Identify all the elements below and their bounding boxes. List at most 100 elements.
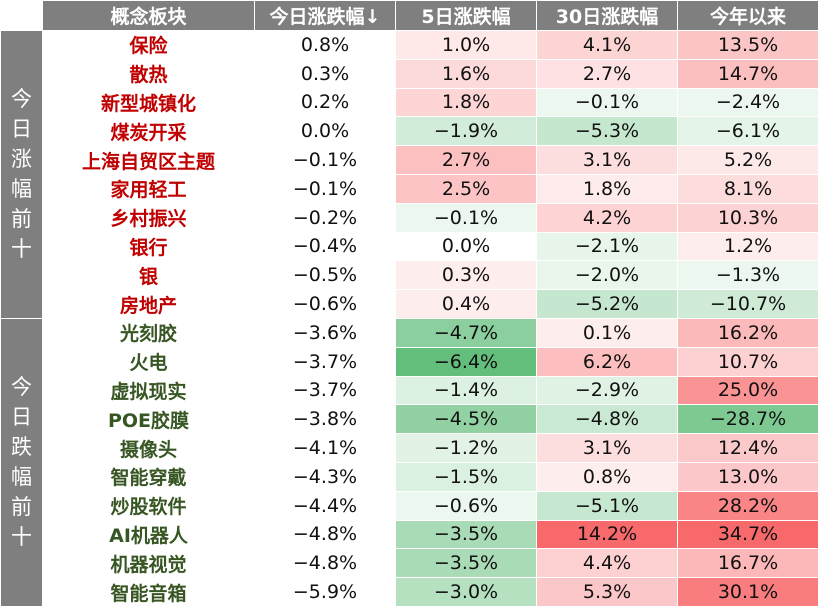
30day-change-cell: −2.1% xyxy=(536,231,678,262)
5day-change-cell: −3.5% xyxy=(395,548,537,579)
5day-change-cell: −3.0% xyxy=(395,577,537,607)
5day-change-cell: −0.1% xyxy=(395,202,537,233)
header-today-change[interactable]: 今日涨跌幅↓ xyxy=(254,0,396,31)
5day-change-cell: −1.4% xyxy=(395,375,537,406)
table-row[interactable]: 机器视觉 −4.8% −3.5% 4.4% 16.7% xyxy=(1,548,819,579)
table-row[interactable]: 家用轻工 −0.1% 2.5% 1.8% 8.1% xyxy=(1,173,819,204)
ytd-change-cell: −1.3% xyxy=(677,260,819,291)
5day-change-cell: −4.5% xyxy=(395,404,537,435)
ytd-change-cell: 16.7% xyxy=(677,548,819,579)
sector-name-cell[interactable]: 家用轻工 xyxy=(42,173,255,204)
today-change-cell: −0.5% xyxy=(254,260,396,291)
today-change-cell: −3.8% xyxy=(254,404,396,435)
table-row[interactable]: POE胶膜 −3.8% −4.5% −4.8% −28.7% xyxy=(1,404,819,435)
30day-change-cell: 1.8% xyxy=(536,173,678,204)
sector-name-cell[interactable]: 智能穿戴 xyxy=(42,461,255,492)
ytd-change-cell: 28.2% xyxy=(677,490,819,521)
5day-change-cell: −6.4% xyxy=(395,346,537,377)
sector-name-cell[interactable]: 煤炭开采 xyxy=(42,116,255,147)
30day-change-cell: 2.7% xyxy=(536,58,678,89)
ytd-change-cell: 10.3% xyxy=(677,202,819,233)
5day-change-cell: 0.4% xyxy=(395,289,537,319)
30day-change-cell: 4.1% xyxy=(536,30,678,60)
5day-change-cell: −0.6% xyxy=(395,490,537,521)
sector-name-cell[interactable]: 上海自贸区主题 xyxy=(42,145,255,175)
30day-change-cell: −4.8% xyxy=(536,404,678,435)
group-label-top-gainers: 今日涨幅前十 xyxy=(0,30,43,319)
header-30day-change[interactable]: 30日涨跌幅 xyxy=(536,0,678,31)
ytd-change-cell: 1.2% xyxy=(677,231,819,262)
ytd-change-cell: −10.7% xyxy=(677,289,819,319)
table-row[interactable]: 炒股软件 −4.4% −0.6% −5.1% 28.2% xyxy=(1,490,819,521)
5day-change-cell: −4.7% xyxy=(395,317,537,348)
ytd-change-cell: 13.0% xyxy=(677,461,819,492)
table-row[interactable]: 煤炭开采 0.0% −1.9% −5.3% −6.1% xyxy=(1,116,819,147)
sector-name-cell[interactable]: 智能音箱 xyxy=(42,577,255,607)
ytd-change-cell: −28.7% xyxy=(677,404,819,435)
sector-name-cell[interactable]: 炒股软件 xyxy=(42,490,255,521)
table-row[interactable]: 火电 −3.7% −6.4% 6.2% 10.7% xyxy=(1,346,819,377)
sector-name-cell[interactable]: 火电 xyxy=(42,346,255,377)
ytd-change-cell: 13.5% xyxy=(677,30,819,60)
table-row[interactable]: 今日跌幅前十 光刻胶 −3.6% −4.7% 0.1% 16.2% xyxy=(0,317,819,607)
5day-change-cell: −1.2% xyxy=(395,433,537,463)
5day-change-cell: 2.7% xyxy=(395,145,537,175)
5day-change-cell: 1.0% xyxy=(395,30,537,60)
today-change-cell: −3.7% xyxy=(254,375,396,406)
today-change-cell: −0.6% xyxy=(254,289,396,319)
table-body: 今日涨幅前十 保险 0.8% 1.0% 4.1% 13.5% 散热 0.3% 1.6% 2.7% 1… xyxy=(0,30,819,607)
30day-change-cell: −2.9% xyxy=(536,375,678,406)
table-row[interactable]: AI机器人 −4.8% −3.5% 14.2% 34.7% xyxy=(1,519,819,550)
table-row[interactable]: 智能穿戴 −4.3% −1.5% 0.8% 13.0% xyxy=(1,461,819,492)
today-change-cell: −4.1% xyxy=(254,433,396,463)
sector-name-cell[interactable]: POE胶膜 xyxy=(42,404,255,435)
sector-name-cell[interactable]: 银 xyxy=(42,260,255,291)
sector-name-cell[interactable]: 虚拟现实 xyxy=(42,375,255,406)
sector-name-cell[interactable]: 新型城镇化 xyxy=(42,87,255,118)
header-sector[interactable]: 概念板块 xyxy=(42,0,255,31)
sector-name-cell[interactable]: AI机器人 xyxy=(42,519,255,550)
table-row[interactable]: 房地产 −0.6% 0.4% −5.2% −10.7% xyxy=(1,289,819,319)
sector-name-cell[interactable]: 保险 xyxy=(42,30,255,60)
30day-change-cell: 0.8% xyxy=(536,461,678,492)
today-change-cell: −3.6% xyxy=(254,317,396,348)
table-row[interactable]: 银行 −0.4% 0.0% −2.1% 1.2% xyxy=(1,231,819,262)
sector-name-cell[interactable]: 机器视觉 xyxy=(42,548,255,579)
sector-name-cell[interactable]: 乡村振兴 xyxy=(42,202,255,233)
30day-change-cell: −0.1% xyxy=(536,87,678,118)
today-change-cell: −0.1% xyxy=(254,173,396,204)
table-row[interactable]: 上海自贸区主题 −0.1% 2.7% 3.1% 5.2% xyxy=(1,145,819,175)
table-row[interactable]: 新型城镇化 0.2% 1.8% −0.1% −2.4% xyxy=(1,87,819,118)
table-row[interactable]: 银 −0.5% 0.3% −2.0% −1.3% xyxy=(1,260,819,291)
header-ytd-change[interactable]: 今年以来 xyxy=(677,0,819,31)
ytd-change-cell: 25.0% xyxy=(677,375,819,406)
today-change-cell: −3.7% xyxy=(254,346,396,377)
header-5day-change[interactable]: 5日涨跌幅 xyxy=(395,0,537,31)
table-row[interactable]: 智能音箱 −5.9% −3.0% 5.3% 30.1% xyxy=(1,577,819,607)
30day-change-cell: 4.2% xyxy=(536,202,678,233)
today-change-cell: −4.8% xyxy=(254,548,396,579)
today-change-cell: −4.8% xyxy=(254,519,396,550)
sector-name-cell[interactable]: 房地产 xyxy=(42,289,255,319)
today-change-cell: −0.2% xyxy=(254,202,396,233)
sector-name-cell[interactable]: 银行 xyxy=(42,231,255,262)
30day-change-cell: 3.1% xyxy=(536,433,678,463)
table-row[interactable]: 散热 0.3% 1.6% 2.7% 14.7% xyxy=(1,58,819,89)
ytd-change-cell: 10.7% xyxy=(677,346,819,377)
ytd-change-cell: 5.2% xyxy=(677,145,819,175)
sector-name-cell[interactable]: 摄像头 xyxy=(42,433,255,463)
table-row[interactable]: 今日涨幅前十 保险 0.8% 1.0% 4.1% 13.5% xyxy=(0,30,819,319)
table-row[interactable]: 虚拟现实 −3.7% −1.4% −2.9% 25.0% xyxy=(1,375,819,406)
30day-change-cell: 6.2% xyxy=(536,346,678,377)
sector-name-cell[interactable]: 散热 xyxy=(42,58,255,89)
today-change-cell: −4.4% xyxy=(254,490,396,521)
ytd-change-cell: 34.7% xyxy=(677,519,819,550)
today-change-cell: 0.2% xyxy=(254,87,396,118)
table-row[interactable]: 乡村振兴 −0.2% −0.1% 4.2% 10.3% xyxy=(1,202,819,233)
sector-name-cell[interactable]: 光刻胶 xyxy=(42,317,255,348)
ytd-change-cell: 12.4% xyxy=(677,433,819,463)
today-change-cell: 0.3% xyxy=(254,58,396,89)
30day-change-cell: −5.2% xyxy=(536,289,678,319)
table-row[interactable]: 摄像头 −4.1% −1.2% 3.1% 12.4% xyxy=(1,433,819,463)
